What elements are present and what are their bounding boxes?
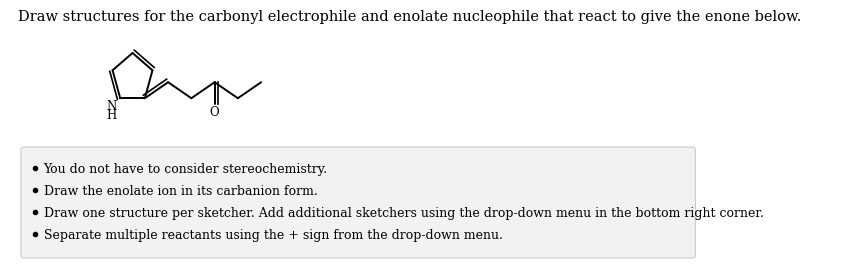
FancyBboxPatch shape bbox=[21, 147, 695, 258]
Text: N: N bbox=[107, 100, 117, 113]
Text: Draw one structure per sketcher. Add additional sketchers using the drop-down me: Draw one structure per sketcher. Add add… bbox=[44, 207, 764, 220]
Text: H: H bbox=[107, 109, 117, 122]
Text: You do not have to consider stereochemistry.: You do not have to consider stereochemis… bbox=[44, 163, 327, 176]
Text: O: O bbox=[209, 106, 220, 119]
Text: Draw structures for the carbonyl electrophile and enolate nucleophile that react: Draw structures for the carbonyl electro… bbox=[19, 10, 802, 24]
Text: Draw the enolate ion in its carbanion form.: Draw the enolate ion in its carbanion fo… bbox=[44, 185, 317, 198]
Text: Separate multiple reactants using the + sign from the drop-down menu.: Separate multiple reactants using the + … bbox=[44, 229, 503, 242]
